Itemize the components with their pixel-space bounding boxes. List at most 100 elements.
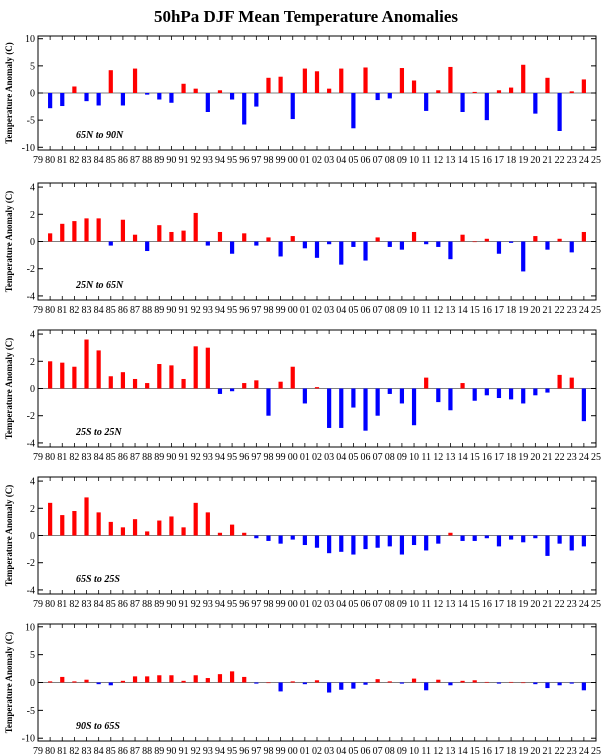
x-tick-label: 23: [567, 599, 577, 610]
bar-06: [363, 67, 368, 93]
bar-01: [302, 241, 307, 249]
bar-05: [351, 535, 356, 555]
bar-15: [472, 91, 477, 93]
y-tick-label: 5: [30, 650, 35, 661]
x-tick-label: 18: [506, 155, 516, 166]
bar-97: [254, 682, 259, 684]
bar-15: [472, 535, 477, 541]
x-tick-label: 21: [542, 155, 552, 166]
x-tick-label: 13: [445, 155, 455, 166]
x-tick-label: 07: [373, 155, 383, 166]
x-tick-label: 88: [142, 452, 152, 463]
x-tick-label: 95: [227, 746, 237, 756]
x-tick-label: 09: [397, 155, 407, 166]
x-tick-label: 90: [166, 452, 176, 463]
x-tick-label: 02: [312, 452, 322, 463]
bar-12: [436, 388, 441, 403]
x-tick-label: 91: [179, 599, 189, 610]
bar-03: [327, 535, 332, 554]
x-tick-label: 06: [361, 305, 371, 316]
x-tick-label: 90: [166, 155, 176, 166]
y-tick-label: 0: [30, 384, 35, 395]
bar-14: [460, 535, 465, 541]
bar-90: [169, 516, 174, 536]
x-tick-label: 89: [154, 305, 164, 316]
x-tick-label: 19: [518, 452, 528, 463]
y-tick-label: -10: [22, 734, 35, 745]
x-tick-label: 82: [69, 599, 79, 610]
x-tick-label: 25: [591, 305, 601, 316]
x-tick-label: 24: [579, 452, 589, 463]
bar-23: [569, 91, 574, 93]
x-tick-label: 16: [482, 599, 492, 610]
bar-04: [339, 241, 344, 265]
bar-16: [484, 238, 489, 242]
x-tick-label: 92: [191, 599, 201, 610]
x-tick-label: 02: [312, 305, 322, 316]
x-tick-label: 99: [276, 452, 286, 463]
y-tick-label: -4: [27, 291, 35, 302]
x-tick-label: 12: [433, 305, 443, 316]
y-tick-label: -5: [27, 706, 35, 717]
x-tick-label: 94: [215, 155, 225, 166]
bar-17: [496, 241, 502, 254]
bar-82: [72, 366, 77, 389]
x-tick-label: 81: [57, 746, 67, 756]
x-tick-label: 79: [33, 305, 43, 316]
x-tick-label: 11: [421, 452, 431, 463]
bar-12: [436, 90, 441, 93]
bar-13: [448, 682, 453, 686]
x-tick-label: 07: [373, 746, 383, 756]
x-tick-label: 04: [336, 305, 346, 316]
bar-21: [545, 682, 550, 689]
x-tick-label: 92: [191, 452, 201, 463]
x-tick-label: 05: [348, 452, 358, 463]
x-tick-label: 96: [239, 305, 249, 316]
bar-86: [120, 680, 126, 683]
bar-21: [545, 77, 550, 93]
bar-83: [84, 93, 89, 102]
bar-88: [145, 93, 150, 95]
bar-82: [72, 511, 77, 536]
bar-23: [569, 377, 574, 389]
bar-24: [581, 682, 586, 691]
bar-18: [508, 388, 514, 400]
bar-16: [484, 388, 489, 396]
bar-94: [217, 532, 223, 536]
bar-96: [242, 93, 247, 125]
x-tick-label: 87: [130, 599, 140, 610]
bar-95: [229, 241, 235, 254]
x-tick-label: 97: [251, 599, 261, 610]
y-axis-title: Temperature Anomaly (C): [4, 42, 14, 144]
x-tick-label: 23: [567, 155, 577, 166]
bar-24: [581, 388, 586, 422]
x-tick-label: 81: [57, 599, 67, 610]
bar-06: [363, 535, 368, 550]
bar-17: [496, 682, 502, 684]
bar-85: [108, 241, 113, 246]
bar-83: [84, 497, 89, 536]
x-tick-label: 83: [82, 599, 92, 610]
bar-06: [363, 682, 368, 685]
x-tick-label: 80: [45, 599, 55, 610]
y-tick-label: -4: [27, 438, 35, 449]
bar-89: [157, 675, 162, 683]
x-tick-label: 21: [542, 452, 552, 463]
x-tick-label: 21: [542, 746, 552, 756]
bar-18: [508, 681, 514, 683]
x-tick-label: 22: [555, 746, 565, 756]
x-tick-label: 13: [445, 452, 455, 463]
x-tick-label: 98: [263, 155, 273, 166]
bar-88: [145, 531, 150, 536]
x-tick-label: 85: [106, 305, 116, 316]
x-tick-label: 81: [57, 155, 67, 166]
x-tick-label: 79: [33, 155, 43, 166]
x-tick-label: 86: [118, 305, 128, 316]
bar-84: [96, 350, 101, 389]
bar-99: [278, 682, 283, 692]
bar-80: [48, 93, 53, 109]
bar-97: [254, 535, 259, 539]
bar-04: [339, 388, 344, 428]
y-tick-label: 0: [30, 89, 35, 100]
